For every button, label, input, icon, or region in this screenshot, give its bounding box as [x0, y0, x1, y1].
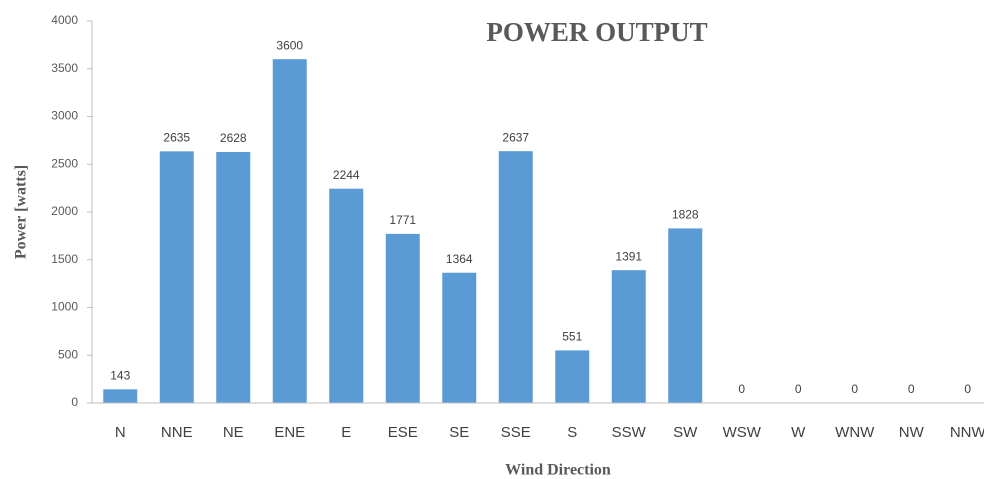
data-label: 143	[110, 369, 130, 383]
y-tick-label: 500	[58, 347, 78, 361]
data-label: 3600	[276, 38, 303, 52]
data-label: 0	[851, 382, 858, 396]
y-axis-label: Power [watts]	[13, 165, 30, 259]
x-tick-label: NNW	[950, 424, 984, 441]
x-tick-label: S	[567, 424, 577, 441]
y-tick-label: 3500	[51, 61, 78, 75]
bar	[272, 59, 307, 403]
x-tick-label: SSE	[501, 424, 531, 441]
y-tick-label: 0	[71, 395, 78, 409]
data-label: 1364	[446, 252, 473, 266]
bar	[103, 389, 138, 403]
x-tick-label: N	[115, 424, 126, 441]
y-tick-label: 1500	[51, 252, 78, 266]
bar	[442, 272, 477, 403]
bar	[611, 270, 646, 403]
x-tick-label: ENE	[274, 424, 305, 441]
x-tick-label: SSW	[612, 424, 647, 441]
y-tick-label: 4000	[51, 13, 78, 27]
data-label: 551	[562, 330, 582, 344]
bar	[159, 151, 194, 403]
data-label: 2628	[220, 131, 247, 145]
x-tick-label: E	[341, 424, 351, 441]
data-label: 2635	[163, 131, 190, 145]
data-label: 2637	[502, 130, 529, 144]
x-axis-label: Wind Direction	[505, 462, 611, 479]
bar	[385, 233, 420, 403]
bar	[329, 188, 364, 403]
data-label: 1771	[389, 213, 416, 227]
bar	[555, 350, 590, 403]
y-tick-label: 2500	[51, 156, 78, 170]
x-tick-label: W	[791, 424, 806, 441]
x-tick-label: WSW	[723, 424, 762, 441]
data-label: 1391	[615, 249, 642, 263]
data-label: 1828	[672, 208, 699, 222]
x-tick-label: NW	[899, 424, 925, 441]
bar	[668, 228, 703, 403]
data-label: 0	[908, 382, 915, 396]
bar	[498, 151, 533, 403]
x-tick-label: SW	[673, 424, 698, 441]
x-tick-label: NNE	[161, 424, 193, 441]
x-tick-label: NE	[223, 424, 244, 441]
data-label: 0	[738, 382, 745, 396]
chart-title: POWER OUTPUT	[486, 17, 707, 47]
data-label: 2244	[333, 168, 360, 182]
y-tick-label: 1000	[51, 300, 78, 314]
bar	[216, 152, 251, 403]
data-label: 0	[795, 382, 802, 396]
y-tick-label: 2000	[51, 204, 78, 218]
y-tick-label: 3000	[51, 109, 78, 123]
data-label: 0	[964, 382, 971, 396]
x-tick-label: SE	[449, 424, 469, 441]
x-tick-label: ESE	[388, 424, 418, 441]
x-tick-label: WNW	[835, 424, 875, 441]
